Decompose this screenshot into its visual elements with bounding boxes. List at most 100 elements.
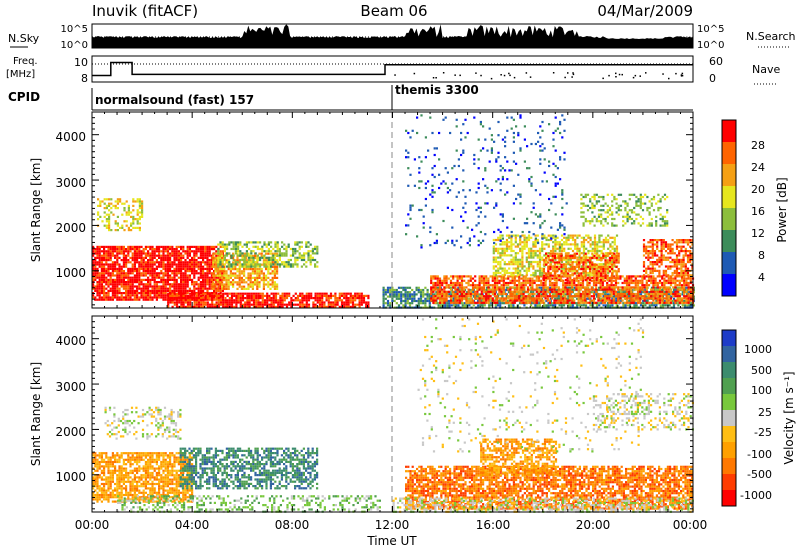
power-cell [497,269,500,272]
power-cell [162,292,165,295]
power-cell [158,294,161,297]
power-cell [283,265,286,268]
power-cell [153,274,156,277]
power-cell [432,284,435,287]
nave-dropout-dot [508,72,510,75]
power-cell [478,281,481,285]
power-cell [305,301,308,304]
power-cell [591,291,594,294]
power-cell [186,285,189,288]
power-cell [193,281,196,284]
power-cell [512,258,515,261]
power-cell [455,304,458,307]
power-cell [144,272,147,275]
power-cell [386,291,390,294]
power-cell [449,299,453,302]
power-cell [267,283,270,286]
power-cell [237,299,240,302]
power-cell [592,292,596,296]
power-cell [131,245,134,248]
power-cell [232,272,235,275]
power-cell [492,271,495,275]
power-cell [230,299,234,302]
power-cell [285,254,288,257]
power-cell [548,292,552,296]
power-cell [164,250,167,253]
power-cell [221,241,224,244]
power-cell [167,292,170,295]
power-cell [678,284,681,287]
power-cell [540,286,544,289]
power-cell [652,279,655,282]
power-cell [180,274,183,277]
power-cell [443,286,446,289]
power-cell [158,274,161,277]
power-cell [665,292,668,296]
power-cell [307,256,310,259]
power-cell [147,287,150,290]
power-cell [519,241,522,244]
power-cell [199,263,202,266]
power-cell [395,288,398,292]
power-cell [202,272,205,275]
power-cell [256,261,259,264]
power-cell [513,301,516,304]
power-cell [558,295,561,298]
power-cell [248,256,251,259]
power-cell [236,274,239,277]
power-cell [151,259,154,262]
power-cell [510,263,513,266]
power-cell [653,302,656,305]
power-cell [109,245,112,248]
power-cell [545,304,548,307]
power-cell [460,279,464,282]
power-cell [634,275,637,278]
power-cell [158,250,161,253]
power-cell [564,288,567,291]
power-cell [529,301,532,304]
power-cell [125,285,128,288]
power-cell [283,297,286,300]
power-cell [542,292,545,296]
power-cell [241,258,244,262]
power-cell [593,291,596,294]
power-cell [443,295,446,298]
power-cell [316,252,319,255]
power-cell [227,268,230,271]
power-cell [239,305,242,308]
power-cell [136,298,139,301]
power-cell [680,286,684,289]
power-cell [669,297,673,300]
power-cell [138,281,141,284]
power-cell [138,256,141,259]
power-cell [503,267,506,270]
power-cell [499,236,502,239]
power-cell [444,304,447,307]
power-cell [155,274,158,277]
power-cell [184,285,187,288]
power-cell [485,299,488,302]
power-cell [456,284,459,287]
power-cell [492,258,495,261]
power-cell [436,290,439,293]
power-cell [641,279,644,282]
power-cell [217,265,220,268]
power-cell [153,276,156,279]
power-cell [136,254,139,257]
power-cell [478,301,481,304]
power-cell [265,250,268,253]
power-cell [240,254,243,257]
power-cell [492,252,495,255]
power-cell [476,297,479,300]
power-cell [533,279,536,282]
power-cell [149,263,152,266]
power-cell [236,252,239,255]
power-cell [516,267,520,270]
power-cell [215,245,218,248]
power-cell [588,275,591,278]
power-cell [224,303,227,306]
power-cell [141,211,144,214]
power-cell [245,252,248,255]
power-cell [307,299,311,302]
power-cell [503,269,506,272]
